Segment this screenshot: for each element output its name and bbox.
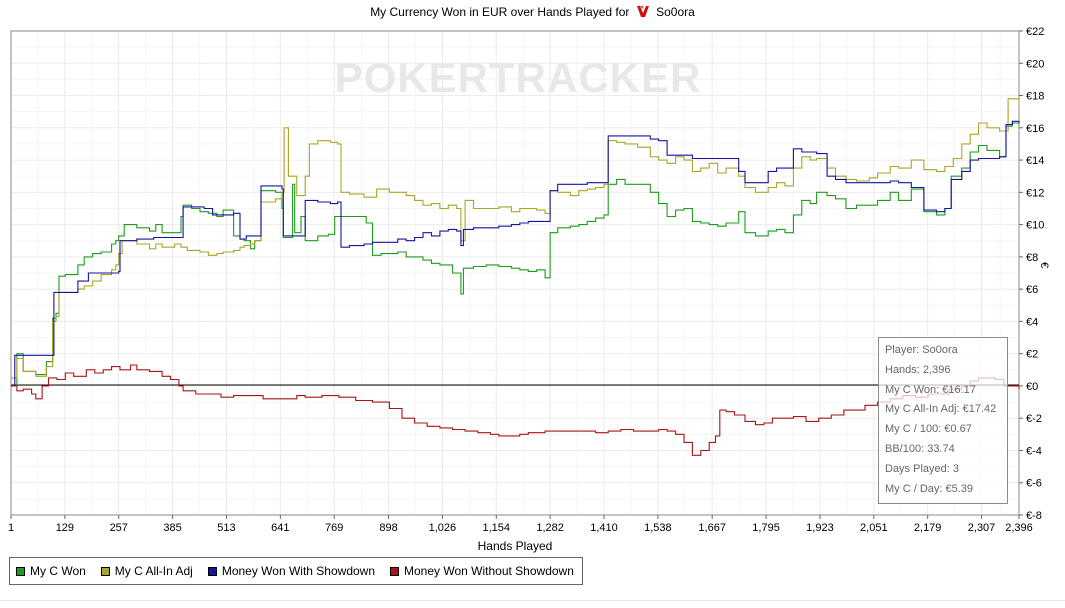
x-tick-label: 641 xyxy=(271,522,289,534)
stat-hands: Hands: 2,396 xyxy=(885,363,951,376)
y-tick-label: €0 xyxy=(1026,381,1038,393)
legend-label: My C All-In Adj xyxy=(114,564,193,578)
legend: My C Won My C All-In Adj Money Won With … xyxy=(9,557,583,585)
chart-title-player: So0ora xyxy=(656,5,695,19)
chart-title-text: My Currency Won in EUR over Hands Played… xyxy=(370,5,630,19)
x-axis-label: Hands Played xyxy=(478,539,553,553)
y-tick-label: €22 xyxy=(1026,26,1044,38)
stat-bb-100: BB/100: 33.74 xyxy=(885,442,955,455)
x-axis-ticks: 1 129 257 385 513 641 769 898 1,026 1,154 1,282 1,4… xyxy=(8,515,1033,534)
y-tick-label: €2 xyxy=(1026,349,1038,361)
x-tick-label: 2,307 xyxy=(968,522,996,534)
stat-per-100: My C / 100: €0.67 xyxy=(885,423,972,436)
x-tick-label: 898 xyxy=(379,522,397,534)
legend-label: My C Won xyxy=(30,564,86,578)
x-tick-label: 2,051 xyxy=(860,522,888,534)
stats-box: Player: So0ora Hands: 2,396 My C Won: €1… xyxy=(878,337,1008,504)
legend-swatch xyxy=(207,566,217,576)
y-axis-ticks: €22 €20 €18 €16 €14 €12 €10 €8 €6 €4 €2 €0 €-2 €-4 €-6… xyxy=(1019,26,1044,522)
y-tick-label: €20 xyxy=(1026,58,1044,70)
y-tick-label: €12 xyxy=(1026,187,1044,199)
watermark-text: POKERTRACKER xyxy=(335,54,702,101)
legend-item-with-showdown[interactable]: Money Won With Showdown xyxy=(207,564,376,578)
legend-swatch xyxy=(16,566,25,576)
bottom-divider xyxy=(0,600,1065,601)
stat-per-day: My C / Day: €5.39 xyxy=(885,482,974,495)
x-tick-label: 1,538 xyxy=(644,522,672,534)
legend-label: Money Won With Showdown xyxy=(221,564,376,578)
x-tick-label: 1 xyxy=(8,522,14,534)
stat-won: My C Won: €16.17 xyxy=(885,383,976,396)
legend-label: Money Won Without Showdown xyxy=(404,564,574,578)
x-tick-label: 257 xyxy=(110,522,128,534)
legend-item-allin-adj[interactable]: My C All-In Adj xyxy=(100,564,193,578)
y-tick-label: €-2 xyxy=(1026,413,1042,425)
x-tick-label: 129 xyxy=(56,522,74,534)
x-tick-label: 1,795 xyxy=(752,522,780,534)
y-tick-label: €18 xyxy=(1026,91,1044,103)
stat-days: Days Played: 3 xyxy=(885,462,959,475)
x-tick-label: 385 xyxy=(163,522,181,534)
legend-swatch xyxy=(390,566,400,576)
x-tick-label: 513 xyxy=(217,522,235,534)
y-tick-label: €-6 xyxy=(1026,478,1042,490)
series-line-2 xyxy=(11,120,1020,387)
y-axis-label: € xyxy=(1038,262,1050,269)
stat-allin-adj: My C All-In Adj: €17.42 xyxy=(885,403,997,416)
series-line-1 xyxy=(11,98,1020,379)
x-tick-label: 2,179 xyxy=(914,522,942,534)
y-tick-label: €14 xyxy=(1026,155,1044,167)
x-tick-label: 1,923 xyxy=(806,522,834,534)
pokerstars-logo-icon xyxy=(636,6,649,17)
y-tick-label: €16 xyxy=(1026,123,1044,135)
legend-item-without-showdown[interactable]: Money Won Without Showdown xyxy=(390,564,574,578)
stat-player: Player: So0ora xyxy=(885,344,958,356)
x-tick-label: 1,282 xyxy=(536,522,564,534)
series-lines xyxy=(11,98,1020,456)
y-tick-label: €10 xyxy=(1026,220,1044,232)
legend-swatch xyxy=(100,566,110,576)
x-tick-label: 1,667 xyxy=(698,522,726,534)
y-tick-label: €8 xyxy=(1026,252,1038,264)
y-tick-label: €4 xyxy=(1026,316,1038,328)
y-tick-label: €-4 xyxy=(1026,445,1042,457)
series-line-3 xyxy=(11,364,1020,456)
plot-border xyxy=(10,30,1020,516)
x-tick-label: 1,026 xyxy=(429,522,457,534)
y-tick-label: €6 xyxy=(1026,284,1038,296)
x-tick-label: 1,410 xyxy=(590,522,618,534)
x-tick-label: 2,396 xyxy=(1005,522,1033,534)
grid-lines xyxy=(10,30,1020,516)
legend-item-c-won[interactable]: My C Won xyxy=(16,564,86,578)
y-tick-label: €-8 xyxy=(1026,510,1042,522)
series-line-0 xyxy=(11,122,1020,387)
x-tick-label: 769 xyxy=(325,522,343,534)
chart-title: My Currency Won in EUR over Hands Played… xyxy=(0,4,1065,19)
x-tick-label: 1,154 xyxy=(483,522,511,534)
